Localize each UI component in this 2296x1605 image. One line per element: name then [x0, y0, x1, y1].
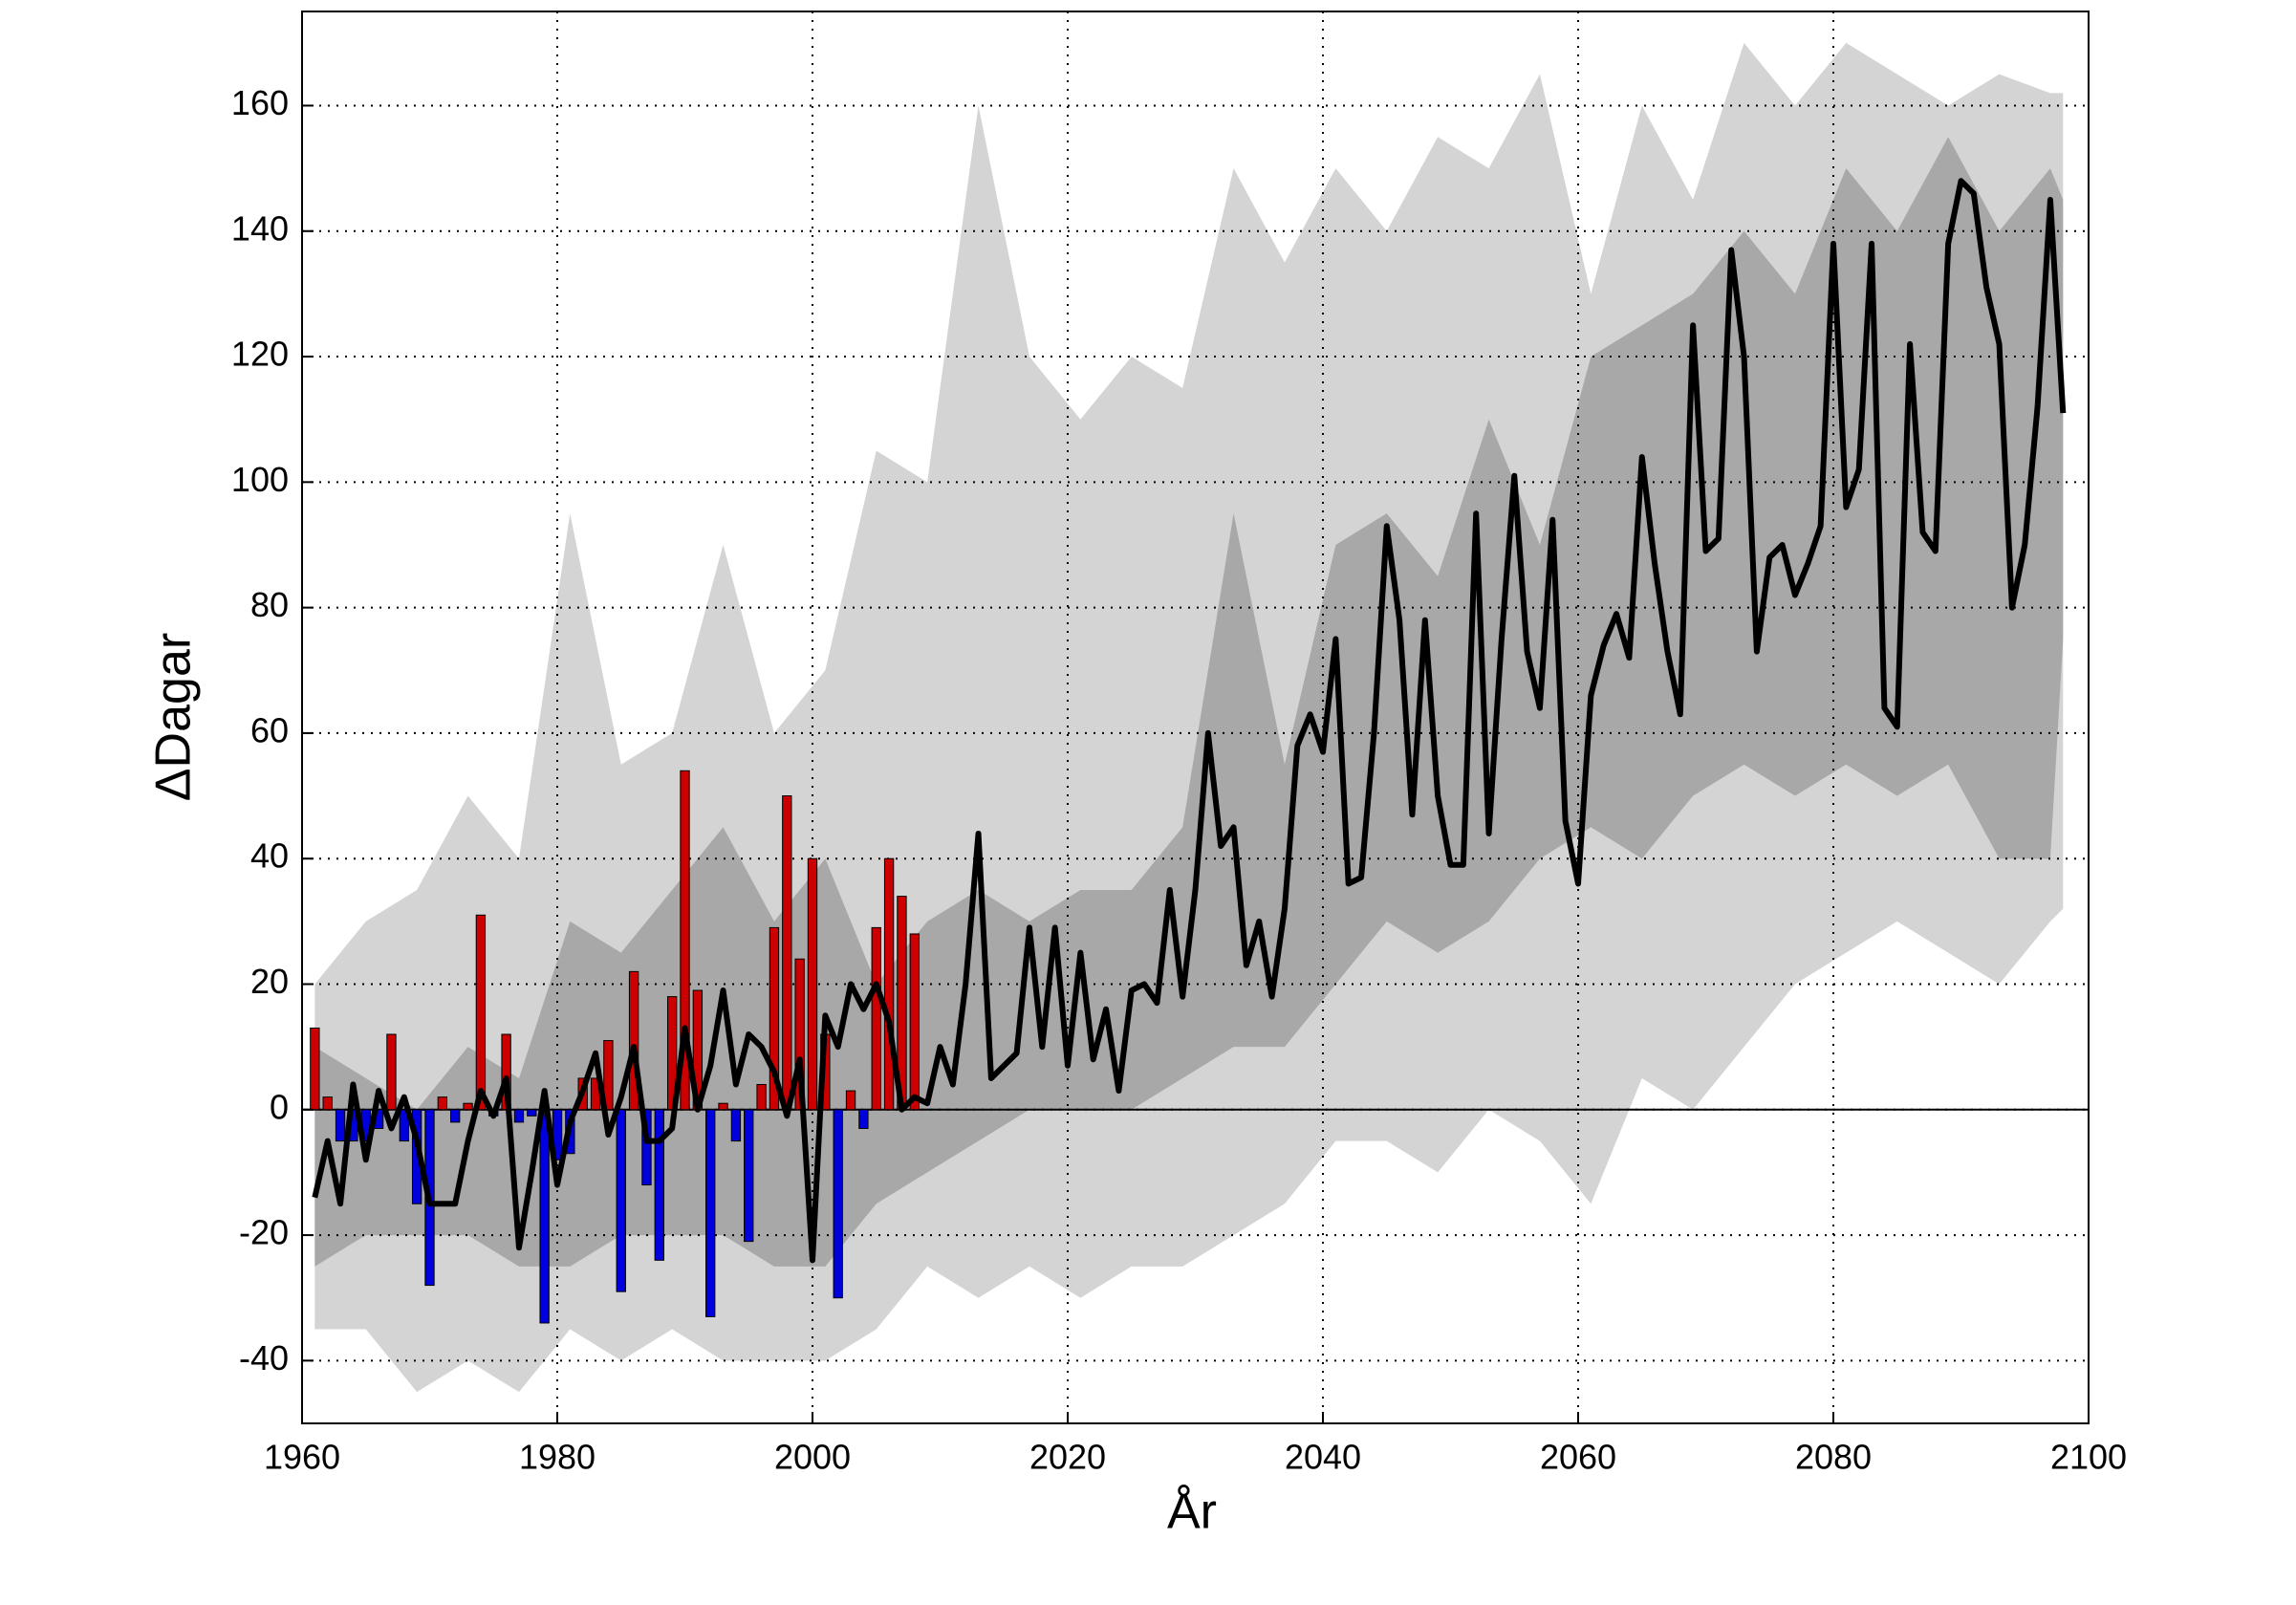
x-tick-label: 2080	[1795, 1438, 1872, 1477]
bar	[641, 1109, 652, 1186]
bar	[807, 857, 818, 1111]
y-tick-label: 80	[250, 585, 289, 624]
bar	[463, 1102, 473, 1111]
bar	[450, 1109, 461, 1123]
bar	[399, 1109, 409, 1142]
x-tick-label: 2060	[1540, 1438, 1616, 1477]
bar	[744, 1109, 754, 1243]
y-tick-label: -20	[239, 1213, 289, 1252]
x-axis-label: År	[1167, 1485, 1217, 1540]
x-tick-label: 1980	[519, 1438, 596, 1477]
x-tick-label: 1960	[264, 1438, 340, 1477]
bar	[833, 1109, 843, 1299]
x-tick-label: 2020	[1029, 1438, 1106, 1477]
y-tick-label: 40	[250, 836, 289, 876]
bar	[756, 1084, 767, 1111]
bar	[845, 1090, 856, 1111]
bar	[858, 1109, 869, 1129]
y-tick-label: 140	[231, 208, 289, 248]
bar	[527, 1109, 537, 1117]
x-tick-label: 2100	[2050, 1438, 2127, 1477]
x-tick-label: 2040	[1285, 1438, 1361, 1477]
bar	[539, 1109, 550, 1324]
bar	[437, 1096, 448, 1111]
bar	[628, 970, 639, 1111]
y-tick-label: 60	[250, 710, 289, 749]
bar	[310, 1027, 320, 1111]
bar	[730, 1109, 742, 1142]
bar	[794, 958, 805, 1111]
y-axis-label: ΔDagar	[146, 633, 202, 801]
y-tick-label: 20	[250, 962, 289, 1001]
bar	[335, 1109, 346, 1142]
line	[312, 178, 2067, 1264]
x-tick-label: 2000	[774, 1438, 851, 1477]
y-tick-label: 100	[231, 460, 289, 499]
bar	[871, 926, 881, 1111]
y-tick-label: 160	[231, 83, 289, 122]
bar	[883, 857, 895, 1111]
band	[314, 137, 2064, 1267]
bar	[769, 926, 780, 1111]
bar	[654, 1109, 664, 1261]
plot-frame	[301, 11, 2090, 1424]
bar	[782, 795, 792, 1111]
bar	[322, 1096, 333, 1111]
bar	[386, 1033, 397, 1111]
bar	[718, 1102, 728, 1111]
bar	[680, 770, 690, 1111]
y-tick-label: 0	[270, 1087, 289, 1126]
y-tick-label: -40	[239, 1338, 289, 1377]
bar	[603, 1040, 614, 1111]
bar	[475, 914, 487, 1111]
bar	[909, 933, 920, 1111]
bar	[513, 1109, 525, 1123]
bar	[616, 1109, 626, 1292]
y-tick-label: 120	[231, 335, 289, 374]
bar	[705, 1109, 716, 1317]
